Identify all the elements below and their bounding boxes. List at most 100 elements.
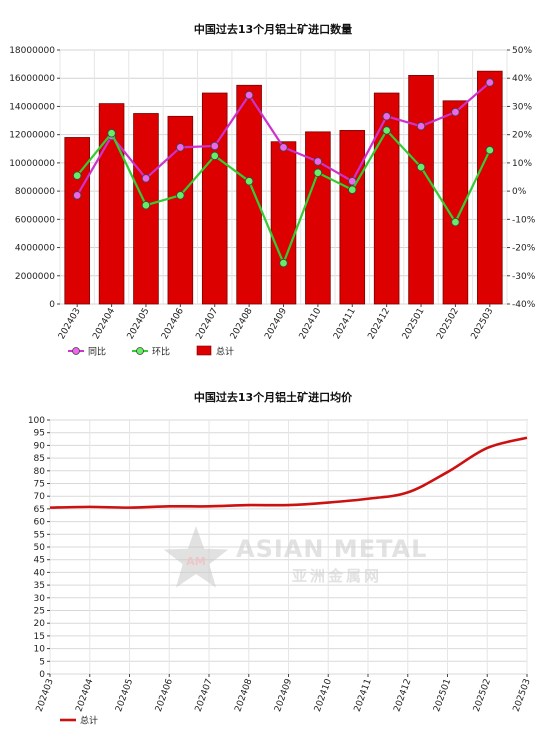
chart2-x-tick-label: 202406 xyxy=(154,677,175,713)
chart1-left-tick-label: 18000000 xyxy=(9,46,55,56)
chart1-left-tick-label: 12000000 xyxy=(9,131,55,141)
chart1-left-tick-label: 2000000 xyxy=(15,272,55,282)
chart1-right-tick-label: -30% xyxy=(512,272,536,282)
chart2-y-tick-label: 20 xyxy=(34,619,46,629)
average-price-chart: 中国过去13个月铝土矿进口均价 AM ASIAN METAL 亚洲金属网 0 5 10 1… xyxy=(28,390,533,727)
series-1-point-202409 xyxy=(279,143,288,152)
chart1-left-tick-label: 4000000 xyxy=(15,244,55,254)
chart1-x-tick-label: 202407 xyxy=(194,307,220,342)
series-2-point-202407 xyxy=(210,151,219,161)
chart2-y-tick-label: 40 xyxy=(34,568,46,578)
chart1-x-tick-label: 202501 xyxy=(401,307,427,342)
chart1-left-tick-label: 10000000 xyxy=(9,159,55,169)
chart2-y-tick-label: 5 xyxy=(39,657,45,667)
series-1-point-202501 xyxy=(416,121,426,131)
chart1-x-tick-label: 202411 xyxy=(332,307,358,342)
bar-202503 xyxy=(477,70,503,305)
chart2-y-tick-label: 80 xyxy=(34,467,46,477)
series-1-point-202408 xyxy=(244,90,254,100)
chart2-y-tick-label: 50 xyxy=(34,543,46,553)
chart1-x-tick-label: 202408 xyxy=(229,306,255,341)
series-1-point-202403 xyxy=(72,191,82,200)
chart1-x-tick-label: 202502 xyxy=(435,307,461,342)
series-2-point-202503 xyxy=(485,145,495,155)
chart2-title: 中国过去13个月铝土矿进口均价 xyxy=(194,390,353,404)
chart1-right-tick-label: 50% xyxy=(512,46,532,56)
chart2-y-tick-label: 30 xyxy=(34,594,46,604)
bar-202405 xyxy=(133,113,159,305)
chart2-x-tick-label: 202404 xyxy=(74,677,95,713)
series-2-point-202411 xyxy=(348,185,357,194)
chart2-y-tick-label: 55 xyxy=(34,530,45,540)
chart2-x-tick-label: 202403 xyxy=(35,678,56,714)
chart1-x-tick-label: 202405 xyxy=(126,307,152,342)
chart2-y-tick-label: 45 xyxy=(34,556,45,566)
chart2-y-tick-label: 75 xyxy=(34,480,45,490)
bar-202409 xyxy=(270,141,297,305)
chart2-grid xyxy=(49,419,528,675)
chart1-right-tick-label: 20% xyxy=(512,131,532,141)
chart2-legend: 总计 xyxy=(60,715,98,727)
chart2-x-tick-label: 202407 xyxy=(194,678,215,714)
legend-swatch-总计 xyxy=(196,345,212,356)
chart1-x-tick-label: 202406 xyxy=(160,306,186,341)
legend-label-总计: 总计 xyxy=(216,346,234,358)
series-1-point-202412 xyxy=(382,112,391,121)
bar-202408 xyxy=(236,84,262,305)
chart2-y-tick-label: 25 xyxy=(34,607,45,617)
series-1-point-202502 xyxy=(451,107,460,117)
bar-202412 xyxy=(373,92,400,305)
chart1-x-tick-label: 202503 xyxy=(470,307,496,342)
watermark: AM ASIAN METAL 亚洲金属网 xyxy=(163,526,427,588)
chart1-right-tick-label: 10% xyxy=(512,159,532,169)
chart1-right-tick-label: -40% xyxy=(512,300,536,310)
chart2-y-tick-label: 10 xyxy=(34,645,46,655)
series-2-point-202410 xyxy=(313,168,323,178)
legend-marker-环比 xyxy=(136,347,144,355)
series-1-point-202407 xyxy=(210,141,219,151)
chart2-y-tick-label: 85 xyxy=(34,454,45,464)
chart1-x-tick-label: 202409 xyxy=(263,306,289,341)
chart1-right-tick-label: -10% xyxy=(512,215,536,225)
chart2-y-tick-label: 35 xyxy=(34,581,45,591)
chart1-right-tick-label: 40% xyxy=(512,74,532,84)
legend-label-环比: 环比 xyxy=(152,346,170,358)
bar-202407 xyxy=(201,92,228,305)
series-1-point-202406 xyxy=(176,143,185,152)
chart1-x-tick-label: 202403 xyxy=(57,307,83,342)
chart2-y-tick-label: 100 xyxy=(28,416,45,426)
bar-202403 xyxy=(64,137,90,305)
series-2-point-202412 xyxy=(382,126,391,135)
series-2-point-202406 xyxy=(176,191,185,200)
chart2-legend-label: 总计 xyxy=(80,715,98,727)
watermark-star-logo xyxy=(163,526,229,588)
chart1-right-tick-label: 0% xyxy=(512,187,527,197)
chart2-x-tick-label: 202501 xyxy=(432,678,453,714)
chart2-y-tick-label: 90 xyxy=(34,441,46,451)
chart1-left-tick-label: 16000000 xyxy=(9,74,55,84)
series-2-point-202404 xyxy=(107,129,116,138)
chart2-y-tick-label: 70 xyxy=(34,492,46,502)
chart1-right-tick-label: 30% xyxy=(512,102,532,112)
chart2-x-tick-label: 202409 xyxy=(273,677,294,713)
series-2-point-202502 xyxy=(451,217,460,227)
chart1-left-tick-label: 14000000 xyxy=(9,102,55,112)
chart2-y-tick-label: 95 xyxy=(34,429,45,439)
watermark-en: ASIAN METAL xyxy=(236,535,427,563)
chart1-left-tick-label: 6000000 xyxy=(15,215,55,225)
bar-202501 xyxy=(408,75,434,305)
chart1-right-tick-label: -20% xyxy=(512,244,536,254)
chart1-x-tick-label: 202404 xyxy=(91,306,117,341)
chart1-legend: 同比 环比 总计 xyxy=(68,346,234,358)
watermark-logo-letters: AM xyxy=(186,555,205,568)
chart2-y-tick-label: 60 xyxy=(34,518,46,528)
chart1-x-tick-label: 202412 xyxy=(366,307,392,342)
chart1-x-tick-label: 202410 xyxy=(298,306,324,341)
series-2-point-202409 xyxy=(279,258,288,268)
chart1-left-tick-label: 8000000 xyxy=(15,187,55,197)
series-2-point-202403 xyxy=(72,171,82,180)
series-2-point-202405 xyxy=(141,200,151,210)
chart2-x-tick-label: 202408 xyxy=(233,677,254,713)
chart2-x-tick-label: 202412 xyxy=(392,678,413,714)
chart2-x-tick-label: 202502 xyxy=(472,678,493,714)
